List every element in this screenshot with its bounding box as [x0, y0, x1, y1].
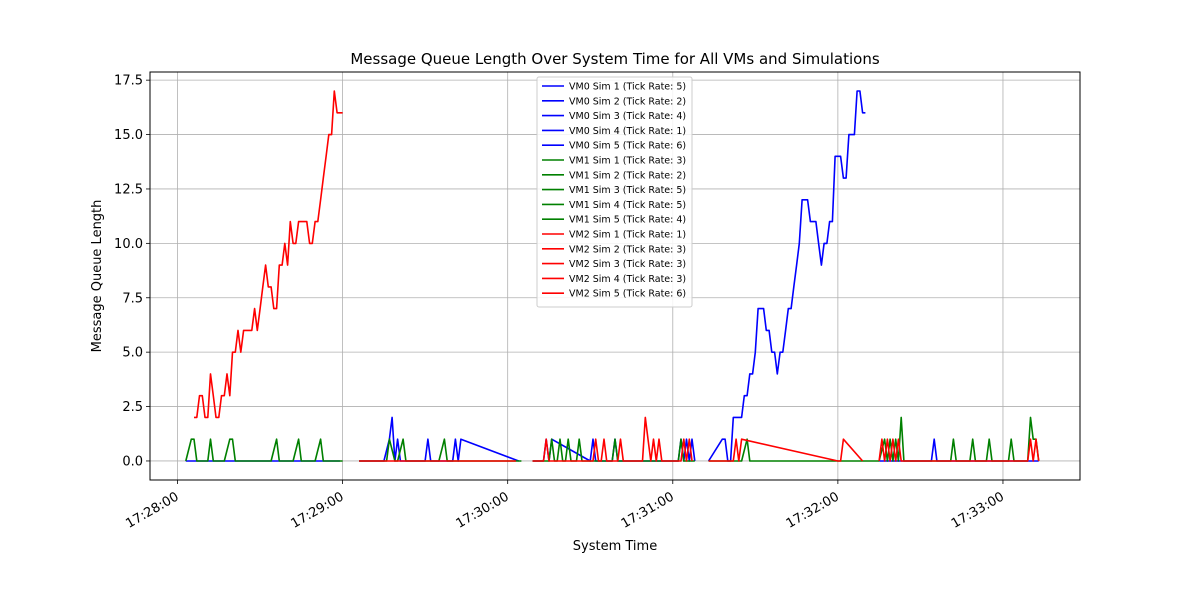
y-tick-label: 7.5: [122, 291, 143, 306]
y-tick-label: 5.0: [122, 346, 143, 361]
legend-label: VM2 Sim 1 (Tick Rate: 1): [569, 230, 686, 241]
series-line: [707, 90, 866, 462]
legend-label: VM1 Sim 3 (Tick Rate: 5): [569, 185, 686, 196]
chart-title: Message Queue Length Over System Time fo…: [350, 50, 880, 68]
series-line: [708, 438, 880, 462]
y-axis-label: Message Queue Length: [90, 200, 105, 353]
series-line: [532, 416, 693, 462]
y-tick-label: 15.0: [114, 128, 143, 143]
series-line: [185, 438, 343, 462]
legend-label: VM2 Sim 3 (Tick Rate: 3): [569, 259, 686, 270]
y-tick-label: 12.5: [114, 182, 143, 197]
legend-label: VM1 Sim 4 (Tick Rate: 5): [569, 200, 686, 211]
grid: [150, 72, 1080, 480]
legend-label: VM0 Sim 3 (Tick Rate: 4): [569, 111, 686, 122]
series-line: [194, 90, 343, 419]
legend-label: VM0 Sim 5 (Tick Rate: 6): [569, 141, 686, 152]
legend-label: VM2 Sim 2 (Tick Rate: 3): [569, 244, 686, 255]
plot-frame: [149, 71, 1081, 481]
legend-label: VM1 Sim 2 (Tick Rate: 2): [569, 170, 686, 181]
series-line: [359, 438, 522, 462]
series-line: [878, 438, 1040, 462]
legend-label: VM0 Sim 1 (Tick Rate: 5): [569, 82, 686, 93]
y-tick-label: 2.5: [122, 400, 143, 415]
legend: VM0 Sim 1 (Tick Rate: 5) VM0 Sim 2 (Tick …: [536, 76, 693, 308]
legend-label: VM2 Sim 5 (Tick Rate: 6): [569, 289, 686, 300]
legend-box: [536, 76, 693, 308]
y-tick-label: 0.0: [122, 454, 143, 469]
series-line: [708, 438, 864, 462]
y-tick-label: 17.5: [114, 74, 143, 89]
legend-label: VM2 Sim 4 (Tick Rate: 3): [569, 274, 686, 285]
x-axis-label: System Time: [573, 539, 657, 554]
legend-label: VM0 Sim 4 (Tick Rate: 1): [569, 126, 686, 137]
legend-label: VM1 Sim 5 (Tick Rate: 4): [569, 215, 686, 226]
legend-label: VM0 Sim 2 (Tick Rate: 2): [569, 96, 686, 107]
series-layer: [185, 90, 1040, 462]
y-tick-label: 10.0: [114, 237, 143, 252]
legend-label: VM1 Sim 1 (Tick Rate: 3): [569, 156, 686, 167]
